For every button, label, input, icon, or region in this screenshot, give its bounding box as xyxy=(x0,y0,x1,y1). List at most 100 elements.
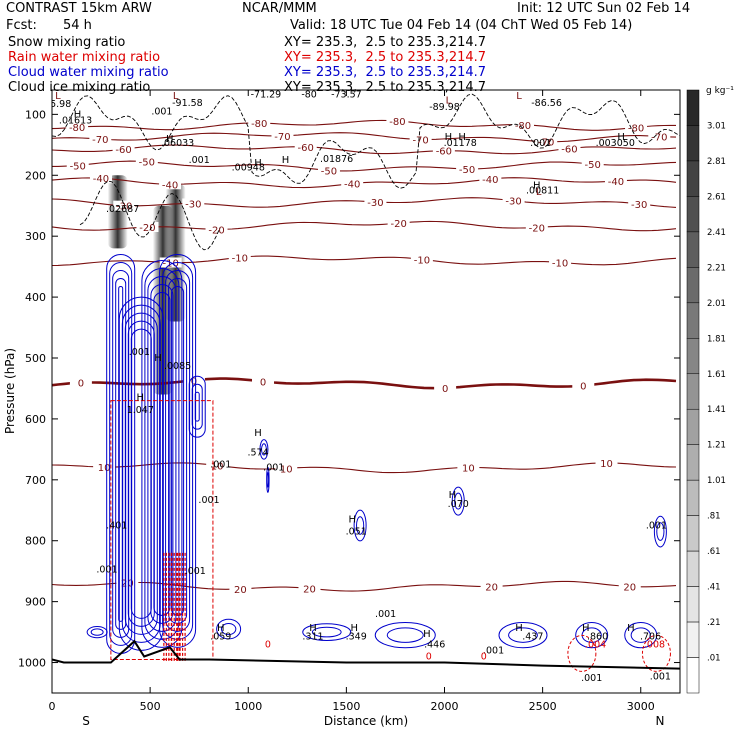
high-marker: H xyxy=(627,623,635,634)
isotherm-label-bg xyxy=(298,583,321,594)
isotherm-label-bg xyxy=(252,376,275,387)
isotherm xyxy=(52,462,677,474)
isotherm-label: -30 xyxy=(185,200,201,211)
high-marker: H xyxy=(282,155,290,166)
contour-value-label: .051 xyxy=(346,527,367,538)
isotherm-label-bg xyxy=(432,145,455,156)
isotherm-label-bg xyxy=(135,156,158,167)
cloud-water-contours xyxy=(86,253,667,654)
contour-value-label: .001 xyxy=(646,521,667,532)
cloud-water-contour xyxy=(121,304,161,643)
isotherm-label-bg xyxy=(136,222,159,233)
colorbar-level-label: 2.81 xyxy=(707,157,726,167)
high-marker: H xyxy=(154,353,162,364)
high-marker: H xyxy=(423,629,431,640)
x-axis-label: Distance (km) xyxy=(324,714,408,728)
isotherm-label: -40 xyxy=(344,180,360,191)
axes: 0 500 1000 1500 2000 2500 30001002003004005006… xyxy=(18,90,680,713)
isotherm xyxy=(52,255,677,267)
colorbar-swatch xyxy=(686,444,700,481)
contour-value-label: .001 xyxy=(189,155,210,166)
isotherm-label-bg xyxy=(294,141,317,152)
forecast-hours: 54 h xyxy=(63,18,92,33)
contour-value-label: .070 xyxy=(448,499,469,510)
y-tick-label: 100 xyxy=(25,108,46,121)
y-tick-label: 700 xyxy=(25,474,46,487)
rain-contour xyxy=(110,400,214,660)
isotherm-label-bg xyxy=(457,462,480,473)
isotherm-label: -60 xyxy=(436,147,452,158)
colorbar-swatch xyxy=(686,515,700,552)
isotherm-label: 20 xyxy=(623,583,636,594)
rain-contours xyxy=(110,400,671,672)
isotherm-label-bg xyxy=(364,196,387,207)
model-name: CONTRAST 15km ARW xyxy=(6,1,152,16)
cloud-ice-contours xyxy=(52,93,680,251)
isotherm-label-bg xyxy=(410,254,433,265)
isotherm-label: 0 xyxy=(580,382,586,393)
isotherm-label: 0 xyxy=(260,377,266,388)
isotherm-label-bg xyxy=(248,118,271,129)
terrain xyxy=(52,639,680,670)
contour-value-label: .001 xyxy=(375,609,396,620)
isotherm-label: 10 xyxy=(98,463,111,474)
isotherm-label-bg xyxy=(512,119,534,130)
legend-cloud-water-section: XY= 235.3, 2.5 to 235.3,214.7 xyxy=(284,65,487,80)
organization: NCAR/MMM xyxy=(242,1,317,16)
contour-value-label: -85.98 xyxy=(41,99,72,110)
terrain-line xyxy=(52,639,680,670)
legend-cloud-ice-name: Cloud ice mixing ratio xyxy=(8,80,151,95)
legend-rain-section: XY= 235.3, 2.5 to 235.3,214.7 xyxy=(284,50,487,65)
rain-contour xyxy=(641,634,671,672)
plot-frame xyxy=(51,89,681,694)
isotherm-label-bg xyxy=(387,218,410,229)
cloud-water-contour xyxy=(451,486,465,516)
isotherm-label: 20 xyxy=(121,579,134,590)
cloud-water-contour xyxy=(311,626,342,638)
rain-value-label: 0 xyxy=(481,652,487,663)
isotherm-label-bg xyxy=(572,380,595,391)
rain-value-label: 0 xyxy=(426,652,432,663)
contour-value-label: .311 xyxy=(302,631,323,642)
colorbar-swatch xyxy=(686,89,700,126)
colorbar-level-label: 1.81 xyxy=(707,334,726,344)
colorbar-swatch xyxy=(686,621,700,658)
cloud-water-contour xyxy=(153,292,171,616)
contour-value-label: .01613 xyxy=(59,116,92,127)
colorbar-level-label: .01 xyxy=(707,654,721,664)
legend-cloud-ice-section: XY= 235.3, 2.5 to 235.3,214.7 xyxy=(284,80,487,95)
colorbar-level-label: 2.01 xyxy=(707,299,726,309)
colorbar-level-label: .41 xyxy=(707,583,721,593)
contour-value-label: -86.56 xyxy=(531,98,562,109)
isotherm-label-bg xyxy=(434,382,457,393)
low-marker: L xyxy=(536,187,542,198)
cloud-water-contour xyxy=(147,276,177,632)
y-tick-label: 1000 xyxy=(18,657,46,670)
rain-value-label: .004 xyxy=(585,639,606,650)
contour-value-label: .001 xyxy=(96,564,117,575)
isotherm-label-bg xyxy=(271,130,294,141)
isotherm-label: -80 xyxy=(251,119,267,130)
contour-labels: -71.29 -80 -73.57-91.58 -89.98 -86.56-85.98.… xyxy=(41,90,671,684)
y-tick-label: 200 xyxy=(25,169,46,182)
colorbar-swatch xyxy=(686,373,700,410)
contour-value-label: .01178 xyxy=(444,138,477,149)
forecast-label: Fcst: xyxy=(6,18,37,33)
isotherm-label-bg xyxy=(69,377,92,388)
isotherm-label-bg xyxy=(502,195,525,206)
isotherm-label: -50 xyxy=(459,165,475,176)
contour-value-label: 1.047 xyxy=(127,405,154,416)
rain-value-label: 0 xyxy=(265,639,271,650)
contour-value-label: .01876 xyxy=(320,154,353,165)
cloud-water-contour xyxy=(374,622,436,649)
cloud-water-contour xyxy=(194,391,200,422)
isotherm-label-bg xyxy=(604,176,627,187)
isotherm-label-bg xyxy=(525,222,548,233)
high-marker: H xyxy=(582,623,590,634)
isotherm-label-bg xyxy=(205,224,228,235)
colorbar-swatch xyxy=(686,125,700,162)
y-tick-label: 500 xyxy=(25,352,46,365)
colorbar: 3.01 2.81 2.61 2.41 2.21 2.01 1.81 1.61 1.41 1.21… xyxy=(686,89,726,694)
colorbar-unit: g kg⁻¹ xyxy=(706,86,734,96)
contour-value-label: .00948 xyxy=(232,162,265,173)
